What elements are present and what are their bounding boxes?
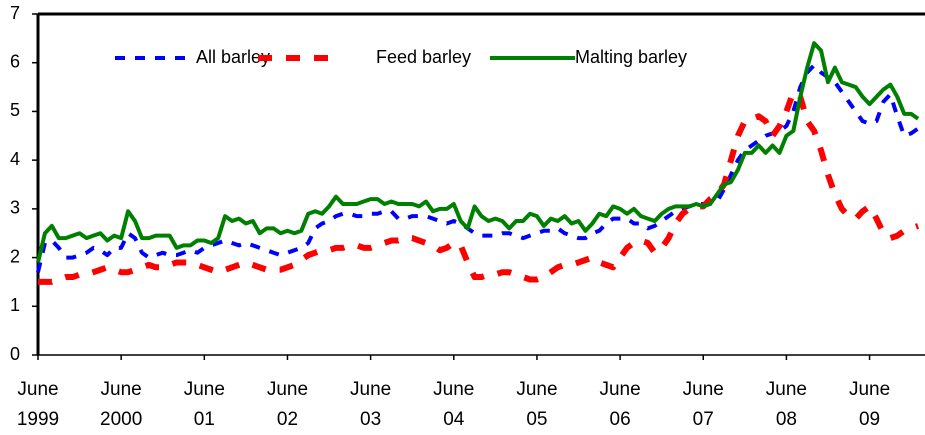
legend-label: Malting barley (575, 47, 687, 67)
y-tick-label: 0 (10, 344, 20, 364)
x-tick-label: June 02 (266, 379, 309, 430)
x-tick-label: June 06 (599, 379, 641, 430)
series-line (38, 88, 920, 285)
x-tick-label: June 03 (350, 379, 392, 430)
x-tick-label: June 2000 (100, 379, 143, 430)
y-tick-label: 5 (10, 100, 20, 120)
x-tick-label: June 08 (765, 379, 807, 430)
y-tick-label: 4 (10, 149, 20, 169)
x-tick-label: June 04 (433, 379, 475, 430)
y-tick-label: 1 (10, 295, 20, 315)
x-tick-label: June 07 (682, 379, 724, 430)
y-tick-label: 7 (10, 3, 20, 23)
x-tick-label: June 05 (516, 379, 558, 430)
x-tick-label: June 09 (848, 379, 891, 430)
y-tick-label: 2 (10, 246, 20, 266)
y-tick-label: 6 (10, 51, 20, 71)
x-tick-label: June 1999 (16, 379, 60, 430)
series-line (36, 41, 920, 263)
legend-label: Feed barley (376, 47, 471, 67)
series-line (36, 63, 920, 273)
x-tick-label: June 01 (183, 379, 225, 430)
y-tick-label: 3 (10, 198, 20, 218)
legend-label: All barley (196, 47, 270, 67)
